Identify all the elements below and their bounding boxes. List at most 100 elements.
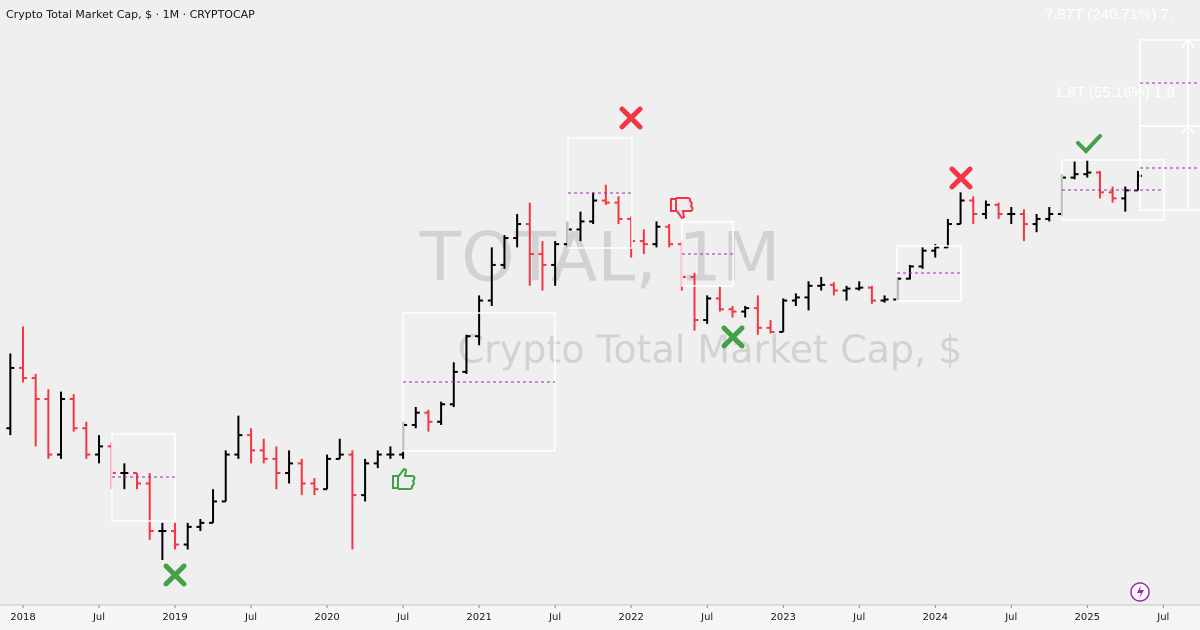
ohlc-bar <box>614 196 623 225</box>
thumb-part <box>392 475 399 489</box>
ohlc-bar <box>411 407 420 429</box>
x-tick-label: 2024 <box>923 612 948 623</box>
ohlc-bar <box>652 221 661 248</box>
ohlc-bar <box>804 281 813 311</box>
ohlc-bar <box>348 450 357 550</box>
ohlc-bar <box>221 450 230 503</box>
ohlc-bar <box>475 295 484 346</box>
ohlc-bar <box>209 489 218 524</box>
ohlc-bar <box>703 295 712 324</box>
thumb-part <box>670 198 677 212</box>
ohlc-bar <box>272 446 281 490</box>
ohlc-bar <box>133 471 142 490</box>
x-tick-label: Jul <box>92 612 105 623</box>
x-tick-label: 2022 <box>618 612 643 623</box>
ohlc-bar <box>690 272 699 331</box>
ohlc-bar <box>234 415 243 459</box>
ohlc-bar <box>145 472 154 540</box>
ohlc-bar <box>500 235 509 269</box>
bars <box>6 160 1142 560</box>
x-tick-label: 2023 <box>770 612 795 623</box>
icon-bolt <box>1137 585 1144 599</box>
x-tick-label: 2025 <box>1075 612 1100 623</box>
ohlc-bar <box>424 409 433 432</box>
ohlc-bar <box>1095 170 1104 199</box>
ohlc-bar <box>538 241 547 291</box>
ohlc-bar <box>1007 207 1016 225</box>
ohlc-bar <box>1070 161 1079 180</box>
cross-green <box>721 325 745 349</box>
x-tick-label: 2019 <box>162 612 187 623</box>
ohlc-bar <box>969 196 978 225</box>
ohlc-bar <box>323 454 332 491</box>
ohlc-bar <box>525 202 534 286</box>
ohlc-bar <box>994 202 1003 219</box>
ohlc-bar <box>589 192 598 225</box>
ohlc-bar <box>741 305 750 318</box>
ohlc-bar <box>943 218 952 249</box>
ohlc-bar <box>285 450 294 484</box>
x-tick-label: Jul <box>1004 612 1017 623</box>
ohlc-bar <box>95 435 104 464</box>
ohlc-bar <box>715 285 724 312</box>
ohlc-bar <box>373 450 382 469</box>
ohlc-bar <box>69 394 78 432</box>
annotation: 1.8T (55.16%) 1,8 <box>1055 84 1175 101</box>
ohlc-bar <box>918 247 927 269</box>
ohlc-bar <box>31 373 40 447</box>
chart-title: Crypto Total Market Cap, $ · 1M · CRYPTO… <box>6 8 255 21</box>
ohlc-bar <box>437 401 446 425</box>
ohlc-bar <box>19 326 27 383</box>
ohlc-bar <box>386 446 395 459</box>
ohlc-bar <box>1019 209 1028 242</box>
ohlc-bar <box>259 438 268 464</box>
ohlc-bar <box>183 522 192 550</box>
ohlc-bar <box>158 522 167 560</box>
x-tick-label: Jul <box>244 612 257 623</box>
check <box>1076 134 1102 154</box>
ohlc-bar <box>981 200 990 219</box>
ohlc-bar <box>1045 207 1054 222</box>
ohlc-bar <box>753 295 762 335</box>
ohlc-bar <box>665 224 674 248</box>
markers <box>163 106 1102 587</box>
watermark: TOTAL, 1M <box>419 219 781 298</box>
ohlc-bar <box>829 282 838 296</box>
ohlc-bar <box>842 285 851 301</box>
x-tick-label: Jul <box>548 612 561 623</box>
ohlc-bar <box>766 320 775 334</box>
x-tick-label: 2020 <box>314 612 339 623</box>
ohlc-bar <box>361 458 370 502</box>
ohlc-bar <box>791 293 800 306</box>
ohlc-bar <box>120 463 129 490</box>
x-tick-label: Jul <box>852 612 865 623</box>
x-tick-label: Jul <box>1156 612 1169 623</box>
thumb-part <box>675 197 694 220</box>
ohlc-bar <box>1108 186 1117 203</box>
time-axis <box>0 605 1200 630</box>
ohlc-bar <box>728 305 737 318</box>
ohlc-bar <box>171 522 180 550</box>
watermark-subtitle: Crypto Total Market Cap, $ <box>458 328 963 372</box>
cross-red <box>619 106 643 130</box>
x-tick-label: 2018 <box>10 612 35 623</box>
ohlc-bar <box>880 295 889 303</box>
ohlc-bar <box>247 428 256 464</box>
cross-green <box>163 563 187 587</box>
x-tick-label: Jul <box>700 612 713 623</box>
ohlc-bar <box>335 438 344 460</box>
ohlc-bar <box>196 518 205 532</box>
annotation: 7.87T (240.71%) 7, <box>1045 6 1173 23</box>
ohlc-bar <box>487 247 496 306</box>
midlines <box>112 82 1200 478</box>
ohlc-bar <box>57 391 66 459</box>
ohlc-bar <box>639 229 648 255</box>
thumb-part <box>397 467 416 490</box>
thumb-down <box>670 197 694 220</box>
thumb-up <box>392 467 416 490</box>
ohlc-bar <box>817 276 826 291</box>
ohlc-bar <box>855 281 864 291</box>
arrow <box>1181 38 1195 49</box>
